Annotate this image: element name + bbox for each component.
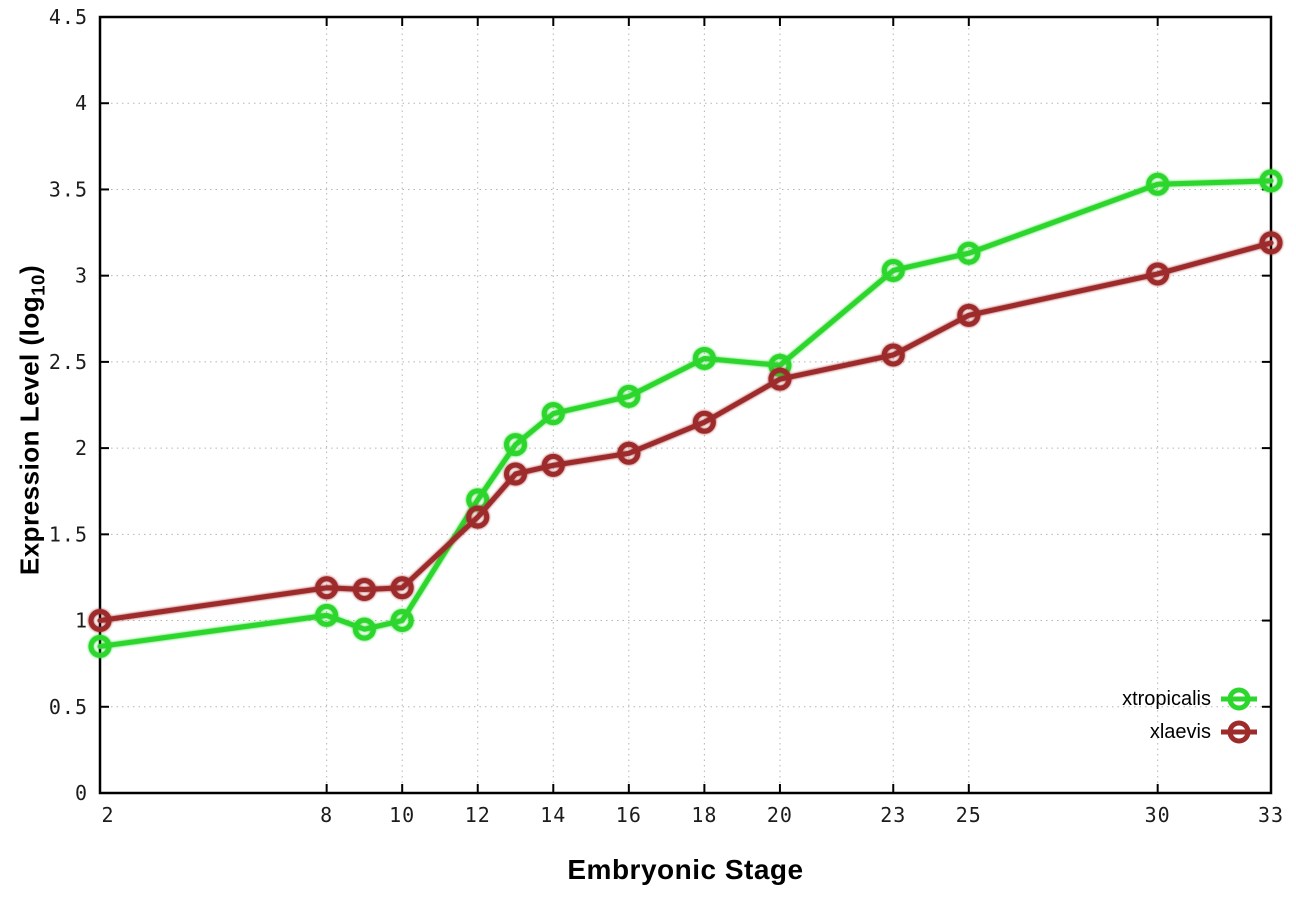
data-point-xlaevis xyxy=(541,453,565,477)
data-point-xtropicalis xyxy=(692,346,716,370)
y-tick-label: 3.5 xyxy=(49,177,88,201)
y-tick-label: 2 xyxy=(75,436,88,460)
x-tick-label: 18 xyxy=(691,803,717,827)
y-axis-label-main: Expression Level (log xyxy=(14,295,45,576)
data-point-xlaevis xyxy=(957,303,981,327)
data-point-xtropicalis xyxy=(881,258,905,282)
legend-marker-icon xyxy=(1221,687,1257,710)
data-point-xlaevis xyxy=(768,367,792,391)
gridlines xyxy=(100,17,1271,793)
tick-labels: 0 0.5 1 1.5 2 2.5 3 3.5 4 4.5 2 8 10 12 14 16 18 20 23 25 30… xyxy=(49,5,1284,827)
y-tick-label: 1 xyxy=(75,609,88,633)
y-axis-label: Expression Level (log10) xyxy=(14,265,49,575)
data-point-xtropicalis xyxy=(541,402,565,426)
series-xtropicalis xyxy=(88,169,1283,658)
y-tick-label: 4 xyxy=(75,91,88,115)
axis-ticks xyxy=(99,16,1272,794)
x-tick-label: 20 xyxy=(767,803,793,827)
legend-label: xlaevis xyxy=(1149,720,1211,743)
series-line-xtropicalis xyxy=(97,178,1274,649)
legend-entry-xlaevis: xlaevis xyxy=(1122,715,1258,748)
data-point-xlaevis xyxy=(1146,262,1170,286)
data-point-xlaevis xyxy=(617,441,641,465)
y-tick-label: 4.5 xyxy=(49,5,88,29)
y-tick-label: 3 xyxy=(75,264,88,288)
series-line-xlaevis xyxy=(97,240,1274,624)
data-point-xlaevis xyxy=(390,576,414,600)
x-tick-label: 33 xyxy=(1258,803,1284,827)
data-point-xlaevis xyxy=(466,505,490,529)
y-tick-label: 0 xyxy=(75,781,88,805)
x-tick-label: 16 xyxy=(616,803,642,827)
x-tick-label: 12 xyxy=(465,803,491,827)
y-axis-label-close: ) xyxy=(14,264,45,275)
data-point-xtropicalis xyxy=(315,603,339,627)
data-point-xlaevis xyxy=(1259,231,1283,255)
y-tick-label: 1.5 xyxy=(49,522,88,546)
x-tick-label: 10 xyxy=(389,803,415,827)
data-point-xlaevis xyxy=(692,410,716,434)
x-tick-label: 23 xyxy=(880,803,906,827)
y-axis-label-subscript: 10 xyxy=(27,274,49,296)
legend: xtropicalis xlaevis xyxy=(1122,682,1258,748)
y-tick-label: 0.5 xyxy=(49,695,88,719)
legend-marker-icon xyxy=(1221,720,1257,743)
data-point-xtropicalis xyxy=(957,241,981,265)
data-point-xlaevis xyxy=(88,609,112,633)
y-tick-label: 2.5 xyxy=(49,350,88,374)
data-point-xtropicalis xyxy=(88,634,112,658)
x-tick-label: 2 xyxy=(101,803,114,827)
data-point-xlaevis xyxy=(315,576,339,600)
data-point-xtropicalis xyxy=(352,617,376,641)
x-axis-label: Embryonic Stage xyxy=(567,854,804,885)
data-point-xtropicalis xyxy=(768,353,792,377)
data-point-xtropicalis xyxy=(617,384,641,408)
series-xlaevis xyxy=(88,231,1283,633)
plot-border xyxy=(98,15,1273,795)
legend-entry-xtropicalis: xtropicalis xyxy=(1122,682,1258,715)
data-point-xlaevis xyxy=(504,462,528,486)
x-tick-label: 25 xyxy=(956,803,982,827)
data-point-xlaevis xyxy=(352,578,376,602)
data-point-xtropicalis xyxy=(1146,172,1170,196)
x-tick-label: 30 xyxy=(1145,803,1171,827)
x-tick-label: 14 xyxy=(540,803,566,827)
data-point-xlaevis xyxy=(881,343,905,367)
legend-label: xtropicalis xyxy=(1122,687,1211,710)
data-point-xtropicalis xyxy=(504,433,528,457)
x-tick-label: 8 xyxy=(320,803,333,827)
data-point-xtropicalis xyxy=(1259,169,1283,193)
data-point-xtropicalis xyxy=(390,609,414,633)
